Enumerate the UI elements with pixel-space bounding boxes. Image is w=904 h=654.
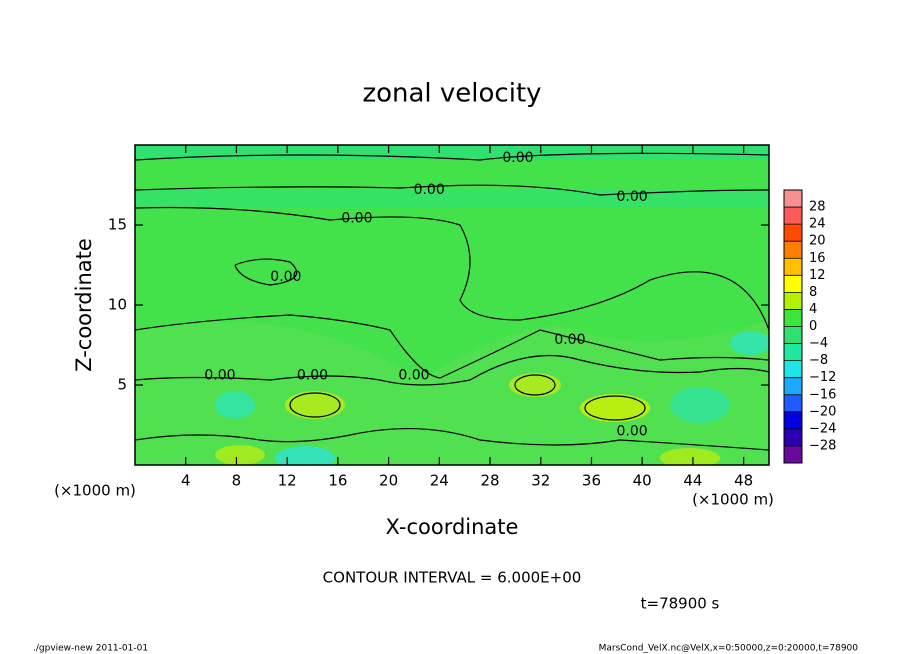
x-tick-label: 48 (734, 472, 753, 490)
contour-label: 0.00 (414, 182, 445, 198)
contour-line (584, 395, 646, 421)
contour-label: 0.00 (502, 150, 533, 166)
colorbar-tick-label: 0 (809, 319, 817, 334)
colorbar-swatch (784, 241, 802, 259)
contour-label: 0.00 (398, 367, 429, 383)
colorbar-tick-label: −24 (809, 421, 836, 436)
x-tick-label: 20 (379, 472, 398, 490)
colorbar-swatch (784, 309, 802, 327)
field-low (730, 331, 769, 355)
y-tick-label: 5 (117, 376, 127, 394)
colorbar-swatch (784, 190, 802, 208)
colorbar-swatch (784, 275, 802, 293)
contour-line (234, 258, 298, 286)
x-tick-label: 36 (582, 472, 601, 490)
colorbar-swatch (784, 343, 802, 361)
contour-label: 0.00 (616, 423, 647, 439)
contour-line (289, 392, 341, 418)
colorbar-tick-label: 12 (809, 268, 826, 283)
contour-interval: CONTOUR INTERVAL = 6.000E+00 (323, 569, 582, 587)
colorbar-tick-label: −16 (809, 387, 836, 402)
colorbar-swatch (784, 360, 802, 378)
x-tick-label: 44 (683, 472, 702, 490)
x-tick-label: 12 (278, 472, 297, 490)
contour-label: 0.00 (297, 367, 328, 383)
chart-title: zonal velocity (362, 79, 541, 109)
colorbar-tick-label: 4 (809, 302, 817, 317)
colorbar-tick-label: −8 (809, 353, 828, 368)
contour-line (135, 206, 769, 331)
colorbar-swatch (784, 428, 802, 446)
contour-label: 0.00 (270, 269, 301, 285)
contour-line (135, 314, 769, 379)
colorbar-swatch (784, 445, 802, 463)
x-unit: (×1000 m) (54, 482, 136, 500)
contour-line (135, 152, 769, 161)
footer-left: ./gpview-new 2011-01-01 (33, 644, 148, 654)
contour-label: 0.00 (554, 332, 585, 348)
contour-label: 0.00 (341, 211, 372, 227)
field-region (135, 320, 769, 465)
colorbar-tick-label: 28 (809, 200, 826, 215)
colorbar-tick-label: 16 (809, 251, 826, 266)
y-tick-label: 10 (108, 296, 127, 314)
field-high (215, 445, 265, 465)
colorbar-tick-label: −12 (809, 370, 836, 385)
contour-line (514, 374, 556, 396)
x-tick-label: 24 (430, 472, 449, 490)
contour-line (135, 184, 769, 196)
y-axis-label: Z-coordinate (72, 238, 96, 372)
colorbar-swatch (784, 207, 802, 225)
field-low (670, 387, 730, 423)
x-tick-label: 8 (232, 472, 242, 490)
colorbar-tick-label: −28 (809, 438, 836, 453)
time-label: t=78900 s (641, 595, 720, 613)
colorbar-swatch (784, 224, 802, 242)
y-tick-label: 15 (108, 216, 127, 234)
colorbar-tick-label: 24 (809, 217, 826, 232)
colorbar-tick-label: −20 (809, 404, 836, 419)
colorbar-swatch (784, 394, 802, 412)
colorbar-swatch (784, 292, 802, 310)
colorbar-tick-label: 20 (809, 234, 826, 249)
x-unit: (×1000 m) (692, 491, 774, 509)
field-low (275, 446, 335, 465)
field-low (215, 391, 255, 419)
x-tick-label: 4 (181, 472, 191, 490)
x-tick-label: 28 (480, 472, 499, 490)
footer-right: MarsCond_VelX.nc@VelX,x=0:50000,z=0:2000… (599, 644, 859, 654)
field-band (135, 190, 769, 208)
field-band (135, 145, 769, 160)
x-tick-label: 40 (633, 472, 652, 490)
x-tick-label: 16 (328, 472, 347, 490)
field-high (285, 391, 345, 419)
field (135, 145, 769, 465)
contour-line (135, 427, 769, 451)
colorbar-swatch (784, 411, 802, 429)
field-high (660, 448, 720, 465)
colorbar-swatch (784, 377, 802, 395)
contour-label: 0.00 (204, 367, 235, 383)
colorbar-swatch (784, 258, 802, 276)
colorbar-swatch (784, 326, 802, 344)
contour-line (135, 354, 769, 386)
contour-label: 0.00 (616, 189, 647, 205)
colorbar-tick-label: −4 (809, 336, 828, 351)
x-axis-label: X-coordinate (386, 515, 519, 539)
x-tick-label: 32 (531, 472, 550, 490)
field-high (509, 373, 561, 397)
field-high (580, 394, 650, 422)
colorbar-tick-label: 8 (809, 285, 817, 300)
